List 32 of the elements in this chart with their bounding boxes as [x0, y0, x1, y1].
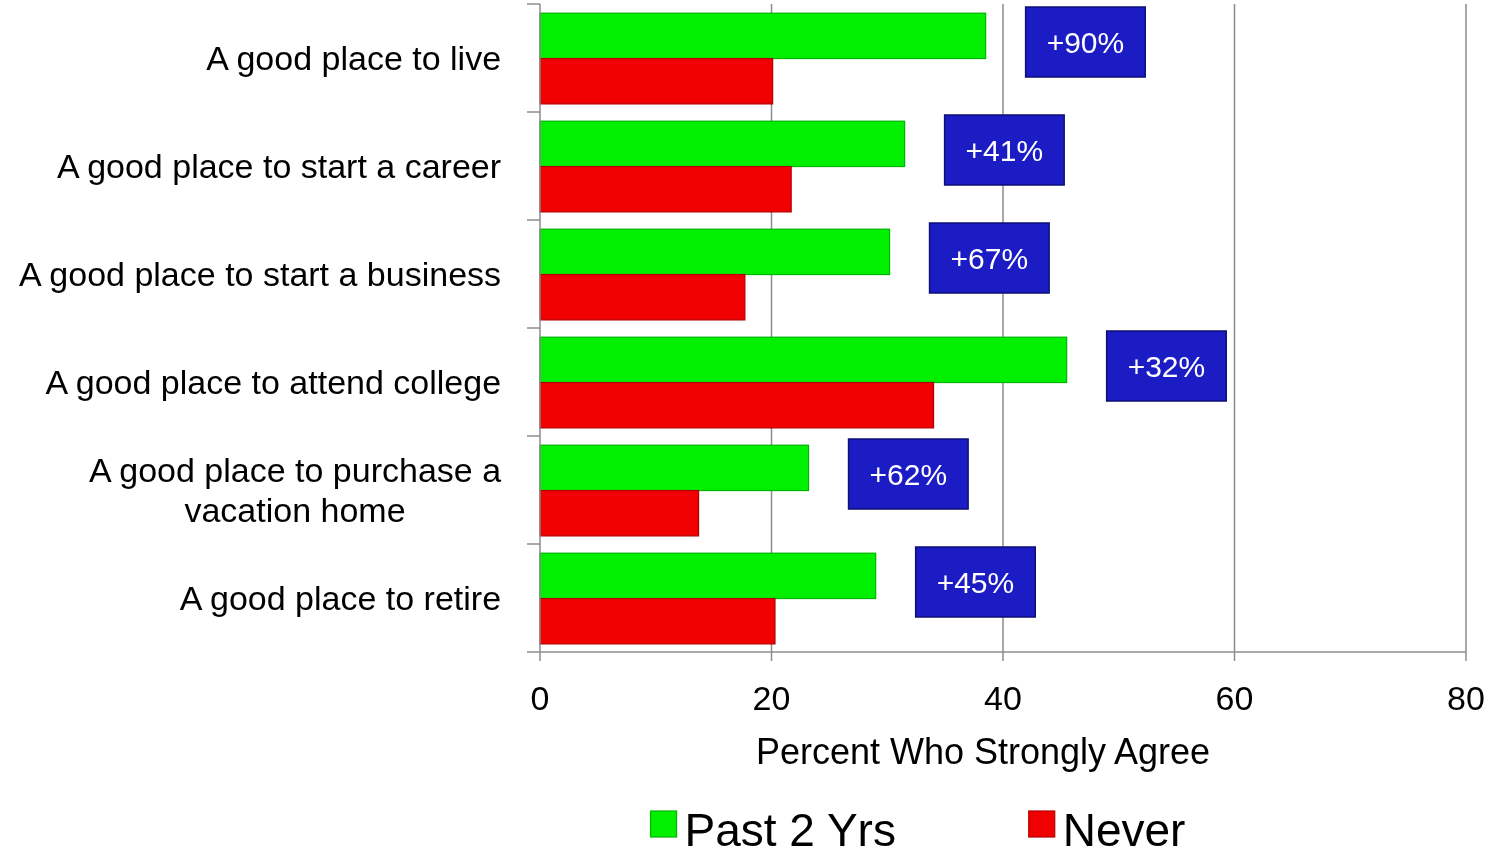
bar — [539, 273, 746, 321]
annotation: +32% — [1127, 349, 1206, 383]
annotation: +62% — [869, 457, 948, 491]
bar — [539, 57, 774, 105]
bar — [539, 12, 987, 60]
annotation: +67% — [950, 241, 1029, 275]
bar — [539, 228, 891, 276]
y-tick-label: A good place to start a career — [56, 146, 502, 185]
x-axis-title: Percent Who Strongly Agree — [755, 731, 1211, 772]
legend-label: Past 2 Yrs — [684, 804, 896, 853]
bar — [539, 165, 792, 213]
y-tick-label: A good place to attend college — [45, 362, 502, 401]
annotation: +90% — [1046, 25, 1125, 59]
y-tick-label: A good place to purchase a vacation home — [88, 450, 502, 529]
y-tick-label: A good place to start a business — [19, 254, 502, 293]
legend-label: Never — [1062, 804, 1186, 853]
x-tick-label: 20 — [752, 679, 791, 717]
x-tick-label: 80 — [1447, 679, 1485, 717]
y-tick-label: A good place to retire — [179, 578, 502, 617]
annotation: +41% — [965, 133, 1044, 167]
x-tick-label: 60 — [1215, 679, 1254, 717]
annotation: +45% — [936, 565, 1015, 599]
x-tick-label: 40 — [984, 679, 1022, 717]
bar — [539, 120, 906, 168]
bar — [539, 336, 1068, 384]
bar — [539, 444, 810, 492]
bar — [539, 597, 776, 645]
x-tick-label: 0 — [530, 679, 550, 717]
bar — [539, 552, 877, 600]
bar — [539, 489, 700, 537]
bar — [539, 381, 935, 429]
y-tick-label: A good place to live — [206, 38, 502, 77]
